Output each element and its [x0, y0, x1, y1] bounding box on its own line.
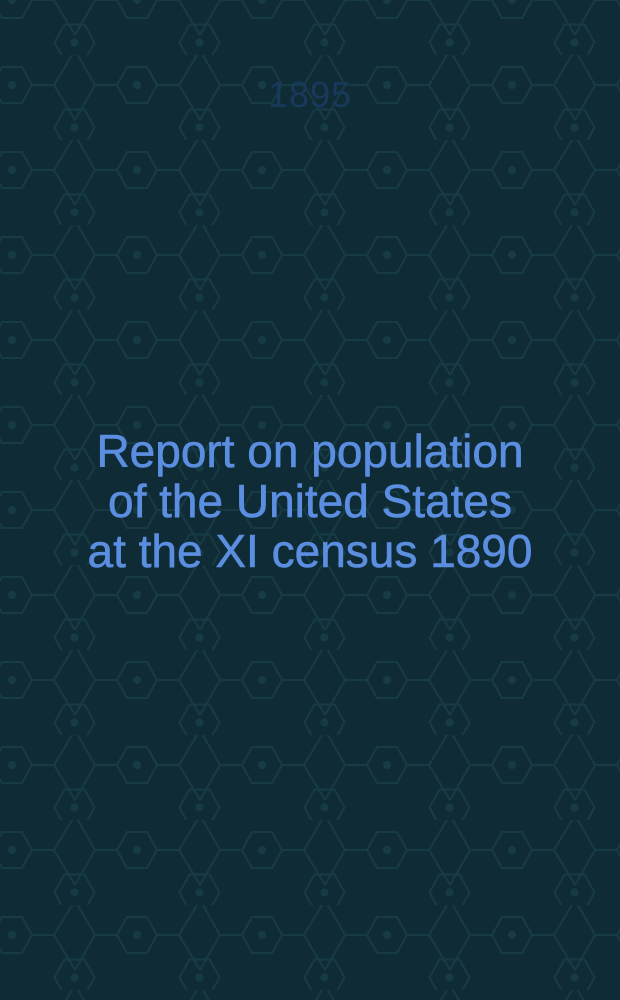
title-line: Report on population — [96, 425, 524, 477]
publication-year: 1895 — [267, 74, 353, 115]
title-line: of the United States — [107, 475, 513, 527]
title-line: at the XI census 1890 — [87, 525, 533, 577]
book-title: Report on population of the United State… — [0, 425, 620, 577]
